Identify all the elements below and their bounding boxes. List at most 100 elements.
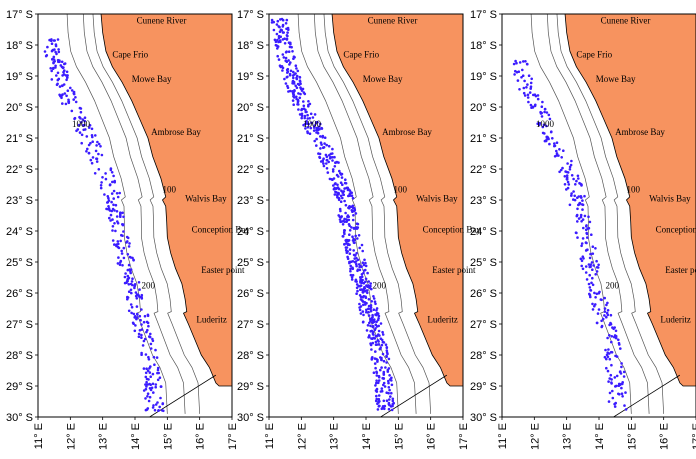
sample-point: [355, 280, 358, 283]
sample-point: [579, 213, 583, 217]
place-label: Conception Bay: [192, 225, 251, 235]
sample-point: [276, 47, 279, 50]
sample-point: [617, 392, 620, 396]
sample-point: [595, 292, 599, 296]
sample-point: [292, 103, 295, 106]
sample-point: [308, 132, 312, 135]
sample-point: [349, 264, 352, 268]
sample-point: [605, 311, 609, 315]
sample-point: [127, 263, 131, 267]
sample-point: [351, 235, 354, 238]
sample-point: [350, 191, 353, 195]
sample-point: [359, 288, 362, 292]
sample-point: [357, 263, 361, 266]
sample-point: [302, 107, 306, 110]
sample-point: [540, 105, 544, 108]
lat-tick-label: 21° S: [6, 133, 33, 145]
lat-tick-label: 30° S: [6, 412, 33, 424]
sample-point: [374, 399, 378, 403]
sample-point: [614, 401, 617, 405]
sample-point: [306, 131, 309, 135]
sample-point: [617, 338, 620, 342]
sample-point: [566, 162, 569, 165]
sample-point: [292, 96, 296, 99]
sample-point: [374, 350, 377, 353]
sample-point: [584, 249, 588, 252]
sample-point: [339, 209, 342, 213]
sample-point: [291, 74, 295, 77]
lat-tick-label: 26° S: [237, 288, 264, 300]
lat-tick-label: 22° S: [237, 164, 264, 176]
sample-point: [284, 82, 288, 85]
sample-point: [387, 381, 390, 385]
lat-tick-label: 17° S: [6, 9, 33, 21]
sample-point: [316, 126, 320, 130]
sample-point: [322, 164, 326, 168]
sample-point: [613, 405, 617, 408]
sample-point: [52, 61, 55, 64]
sample-point: [85, 150, 88, 153]
sample-point: [319, 160, 323, 163]
sample-point: [120, 249, 123, 253]
sample-point: [148, 367, 151, 370]
sample-point: [67, 100, 71, 103]
sample-point: [134, 324, 137, 327]
sample-point: [140, 328, 144, 331]
sample-point: [579, 257, 583, 261]
lon-tick-label: 12° E: [529, 423, 541, 450]
sample-point: [154, 383, 158, 386]
sample-point: [162, 409, 165, 413]
sample-point: [377, 333, 380, 336]
sample-point: [377, 397, 381, 401]
sample-point: [555, 152, 559, 155]
sample-point: [143, 314, 147, 318]
sample-point: [371, 341, 375, 345]
sample-point: [563, 175, 567, 178]
lat-tick-label: 27° S: [470, 319, 497, 331]
sample-point: [516, 79, 520, 82]
sample-point: [152, 391, 155, 394]
sample-point: [346, 186, 349, 190]
sample-point: [619, 372, 623, 375]
sample-point: [603, 296, 606, 300]
sample-point: [133, 316, 136, 319]
sample-point: [384, 366, 387, 369]
lat-tick-label: 18° S: [6, 40, 33, 52]
lon-tick-label: 17° E: [458, 423, 470, 450]
sample-point: [292, 55, 296, 58]
sample-point: [97, 152, 100, 156]
sample-point: [591, 245, 595, 248]
sample-point: [138, 288, 141, 291]
sample-point: [610, 340, 613, 344]
sample-point: [287, 28, 290, 32]
sample-point: [80, 141, 83, 145]
sample-point: [319, 141, 323, 144]
sample-point: [527, 100, 530, 104]
sample-point: [286, 67, 290, 71]
sample-point: [590, 261, 594, 264]
sample-point: [127, 245, 131, 248]
sample-point: [526, 96, 530, 99]
sample-point: [572, 177, 575, 181]
sample-point: [159, 385, 163, 388]
sample-point: [360, 275, 364, 279]
place-label: Cunene River: [137, 15, 187, 25]
sample-point: [61, 84, 64, 88]
sample-point: [142, 367, 146, 370]
sample-point: [154, 403, 158, 406]
sample-point: [331, 159, 334, 162]
sample-point: [110, 200, 113, 204]
sample-point: [581, 237, 585, 240]
depth-contour-label: 200: [605, 280, 619, 290]
sample-point: [370, 300, 373, 303]
sample-point: [316, 120, 319, 124]
sample-point: [298, 76, 302, 79]
sample-point: [596, 312, 600, 315]
sample-point: [381, 333, 385, 336]
sample-point: [85, 135, 89, 138]
sample-point: [116, 195, 120, 199]
sample-point: [371, 325, 375, 328]
sample-point: [144, 408, 148, 412]
sample-point: [333, 193, 337, 196]
sample-point: [73, 116, 77, 120]
